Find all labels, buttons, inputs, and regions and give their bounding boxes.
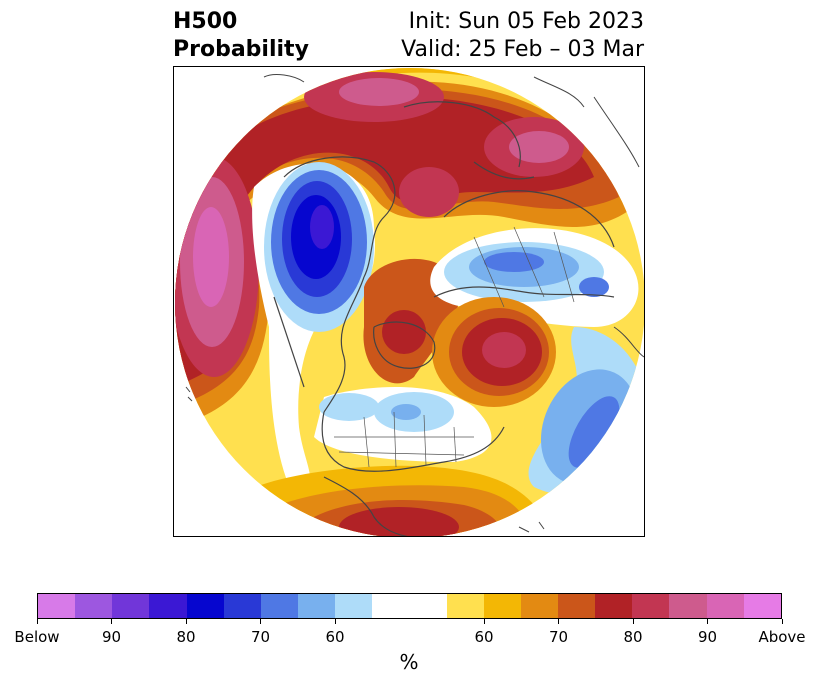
map-panel bbox=[173, 66, 645, 537]
colorbar-segment bbox=[260, 594, 298, 618]
colorbar-tickmark bbox=[36, 619, 38, 624]
colorbar-segment bbox=[372, 594, 447, 618]
colorbar-tickmark bbox=[483, 619, 485, 624]
colorbar-segment bbox=[706, 594, 744, 618]
colorbar-tick-label: Above bbox=[758, 628, 806, 646]
title-right: Init: Sun 05 Feb 2023 Valid: 25 Feb – 03… bbox=[401, 8, 644, 64]
colorbar-tick-label: 60 bbox=[325, 628, 345, 646]
colorbar-tick-label: 70 bbox=[548, 628, 569, 646]
colorbar-tickmark bbox=[111, 619, 112, 624]
colorbar-tick-label: 80 bbox=[176, 628, 196, 646]
filled-contours bbox=[175, 68, 644, 536]
colorbar-tickmark bbox=[781, 619, 783, 624]
colorbar bbox=[37, 593, 782, 619]
colorbar-tickmark bbox=[707, 619, 708, 624]
probability-map bbox=[175, 68, 644, 536]
colorbar-tick-label: 90 bbox=[697, 628, 718, 646]
colorbar-segment bbox=[632, 594, 670, 618]
colorbar-segment bbox=[743, 594, 781, 618]
colorbar-tick-label: 90 bbox=[101, 628, 122, 646]
coastlines bbox=[273, 96, 625, 536]
colorbar-segment bbox=[149, 594, 187, 618]
init-date: Init: Sun 05 Feb 2023 bbox=[408, 9, 644, 34]
colorbar-tickmark bbox=[185, 619, 187, 624]
colorbar-segment bbox=[75, 594, 113, 618]
colorbar-segment bbox=[483, 594, 521, 618]
colorbar-segment bbox=[520, 594, 558, 618]
valid-range: Valid: 25 Feb – 03 Mar bbox=[401, 37, 644, 62]
colorbar-tickmark bbox=[334, 619, 336, 624]
colorbar-tick-label: 70 bbox=[250, 628, 271, 646]
colorbar-unit: % bbox=[399, 650, 419, 674]
colorbar-tick-label: Below bbox=[14, 628, 60, 646]
colorbar-segment bbox=[669, 594, 707, 618]
colorbar-segment bbox=[112, 594, 150, 618]
title-left: H500 Probability bbox=[173, 8, 309, 64]
colorbar-segment bbox=[557, 594, 596, 618]
colorbar-segment bbox=[595, 594, 633, 618]
borders bbox=[334, 226, 575, 468]
colorbar-tickmark bbox=[260, 619, 261, 624]
title-variable: H500 bbox=[173, 9, 238, 34]
colorbar-segment bbox=[38, 594, 76, 618]
colorbar-segment bbox=[223, 594, 261, 618]
outer-coastlines bbox=[185, 74, 644, 533]
colorbar-tickmark bbox=[632, 619, 634, 624]
colorbar-tickmark bbox=[558, 619, 559, 624]
colorbar-segment bbox=[186, 594, 224, 618]
colorbar-tick-label: 80 bbox=[623, 628, 643, 646]
colorbar-segment bbox=[297, 594, 336, 618]
colorbar-segment bbox=[335, 594, 373, 618]
title-type: Probability bbox=[173, 37, 309, 62]
colorbar-segment bbox=[446, 594, 484, 618]
colorbar-tick-label: 60 bbox=[474, 628, 494, 646]
